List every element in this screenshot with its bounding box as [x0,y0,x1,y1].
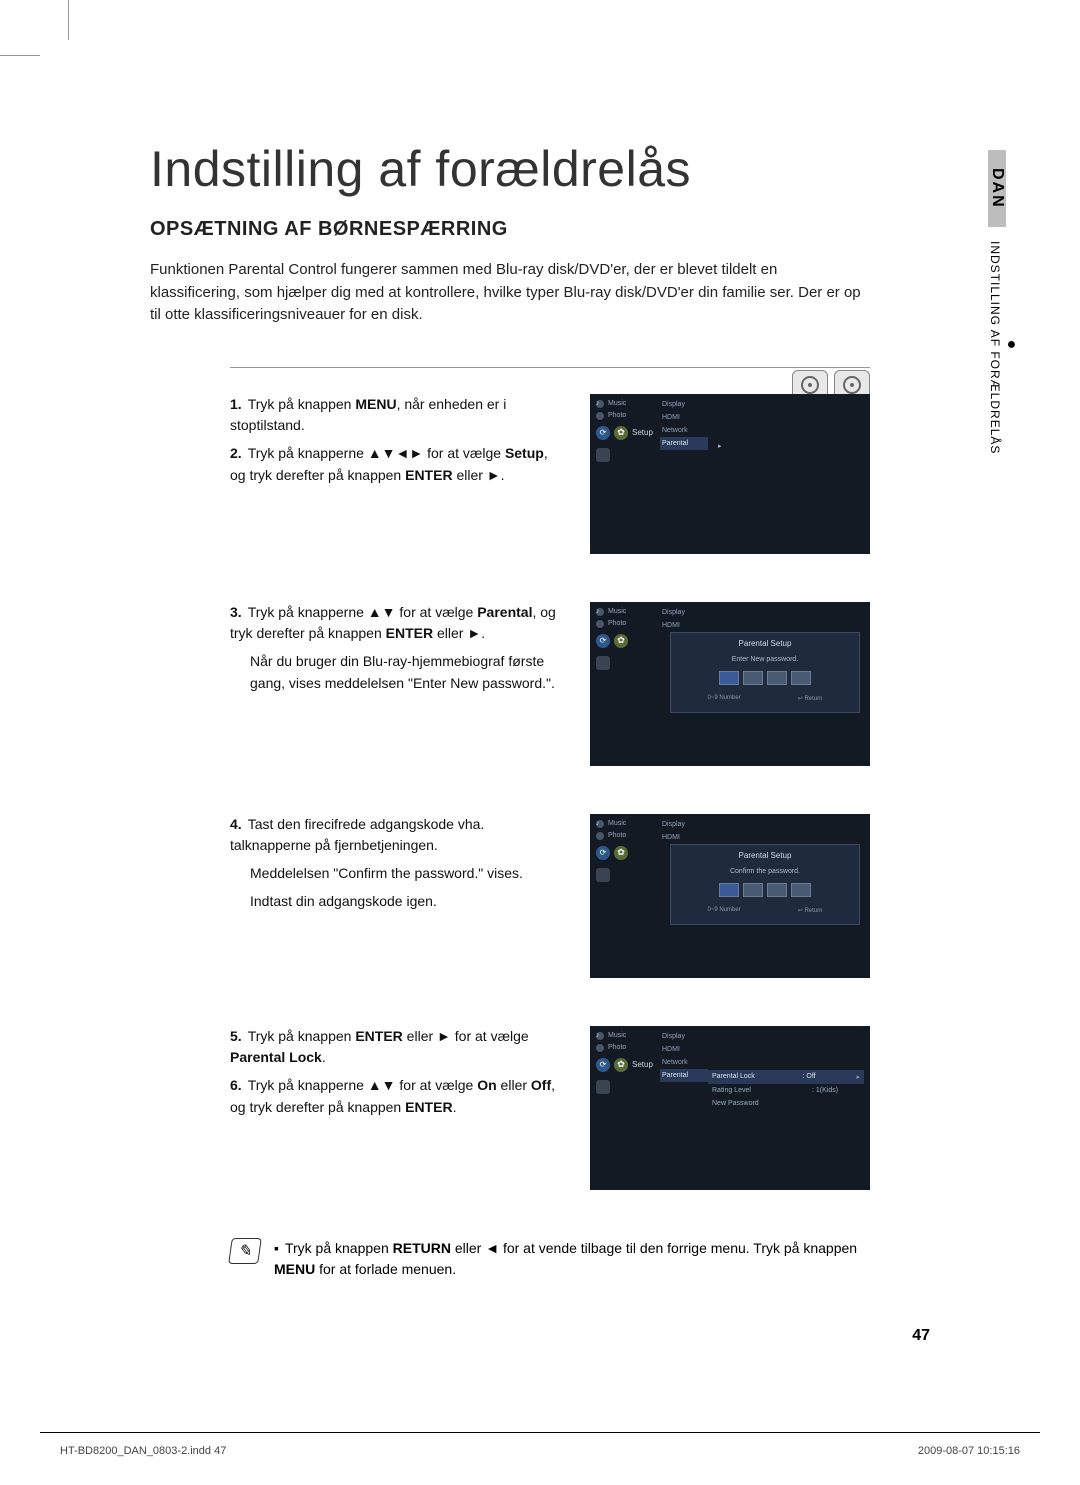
footer-filename: HT-BD8200_DAN_0803-2.indd 47 [60,1445,226,1457]
note-icon: ✎ [228,1238,262,1264]
ui-screenshot-new-password: Music Photo ⟳✿ Display HDMI Parental Set… [590,602,870,766]
step-block: 1.Tryk på knappen MENU, når enheden er i… [230,394,870,554]
divider [230,367,870,368]
step-text: 3.Tryk på knapperne ▲▼ for at vælge Pare… [230,602,566,701]
note-block: ✎ ▪Tryk på knappen RETURN eller ◄ for at… [230,1238,870,1281]
section-heading: OPSÆTNING AF BØRNESPÆRRING [150,218,1030,241]
step-block: 5.Tryk på knappen ENTER eller ► for at v… [230,1026,870,1190]
caret-icon: ▸ [718,442,722,450]
intro-paragraph: Funktionen Parental Control fungerer sam… [150,259,870,327]
crop-mark [68,0,69,40]
password-dialog: Parental Setup Enter New password. 0~9 N… [670,632,860,713]
step-number: 5. [230,1028,242,1044]
step-number: 4. [230,816,242,832]
step-block: 4.Tast den firecifrede adgangskode vha. … [230,814,870,978]
page-title: Indstilling af forældrelås [150,140,1030,198]
step-text: 5.Tryk på knappen ENTER eller ► for at v… [230,1026,566,1125]
step-number: 2. [230,445,242,461]
crop-mark [0,55,40,56]
section-tab-text: INDSTILLING AF FORÆLDRELÅS [988,241,1002,454]
password-dialog: Parental Setup Confirm the password. 0~9… [670,844,860,925]
step-text: 1.Tryk på knappen MENU, når enheden er i… [230,394,566,493]
page-content: DAN ● INDSTILLING AF FORÆLDRELÅS Indstil… [50,60,1030,1425]
footer-divider [40,1432,1040,1433]
settings-panel: Parental Lock : Off ▸ Rating Level : 1(K… [708,1030,864,1110]
steps-list: 1.Tryk på knappen MENU, når enheden er i… [230,394,870,1190]
step-block: 3.Tryk på knapperne ▲▼ for at vælge Pare… [230,602,870,766]
ui-screenshot-parental-lock: Music Photo ⟳✿Setup Display HDMI Network… [590,1026,870,1190]
page-number: 47 [912,1327,930,1345]
footer-timestamp: 2009-08-07 10:15:16 [918,1445,1020,1457]
bullet-icon: ● [1002,241,1020,450]
note-text: ▪Tryk på knappen RETURN eller ◄ for at v… [274,1238,870,1281]
step-number: 1. [230,396,242,412]
language-tab: DAN [988,150,1006,227]
step-number: 3. [230,604,242,620]
footer: HT-BD8200_DAN_0803-2.indd 47 2009-08-07 … [60,1445,1020,1457]
step-text: 4.Tast den firecifrede adgangskode vha. … [230,814,566,919]
bullet-icon: ▪ [274,1240,279,1256]
step-number: 6. [230,1077,242,1093]
ui-screenshot-confirm-password: Music Photo ⟳✿ Display HDMI Parental Set… [590,814,870,978]
side-tab: DAN ● INDSTILLING AF FORÆLDRELÅS [988,150,1030,468]
ui-screenshot-setup: Music Photo ⟳✿Setup Display HDMI Network… [590,394,870,554]
section-tab: ● INDSTILLING AF FORÆLDRELÅS [988,227,1020,468]
